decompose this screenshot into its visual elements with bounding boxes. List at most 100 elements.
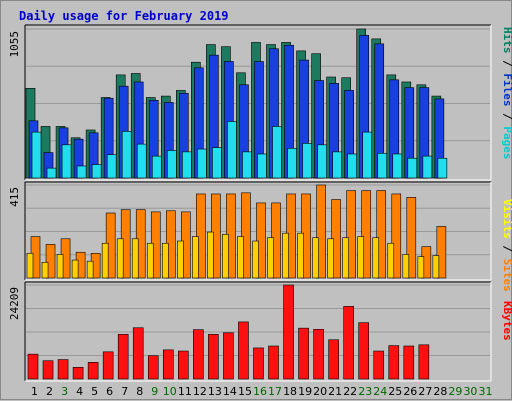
data-bar <box>436 226 447 279</box>
chart-title: Daily usage for February 2019 <box>19 9 229 23</box>
legend-entry: KBytes <box>501 301 512 341</box>
data-bar <box>256 202 266 279</box>
data-bar <box>102 351 114 380</box>
data-bar <box>387 242 395 279</box>
x-tick-label: 18 <box>283 385 297 398</box>
data-bar <box>222 234 229 279</box>
data-bar <box>253 347 264 380</box>
x-tick-label: 19 <box>298 385 312 398</box>
data-bar <box>31 131 42 179</box>
panel-1-ymax-label: 1055 <box>8 31 21 58</box>
data-bar <box>283 284 294 380</box>
data-bar <box>212 147 222 179</box>
data-bar <box>162 349 174 380</box>
legend-entry: Files <box>501 73 512 106</box>
x-tick-label: 24 <box>373 385 387 398</box>
x-tick-label: 17 <box>268 385 282 398</box>
legend-entry: / <box>501 107 512 127</box>
data-bar <box>57 359 69 380</box>
data-bar <box>76 165 87 179</box>
panel-3-ymax-label: 24209 <box>8 287 21 320</box>
data-bar <box>392 153 403 179</box>
data-bar <box>328 339 339 380</box>
data-bar <box>346 190 356 279</box>
data-bar <box>373 350 385 380</box>
data-bar <box>417 256 425 279</box>
x-tick-label: 11 <box>178 385 192 398</box>
data-bar <box>56 254 64 279</box>
x-tick-label: 23 <box>358 385 372 398</box>
data-bar <box>121 131 132 179</box>
data-bar <box>372 237 380 279</box>
x-tick-label: 4 <box>76 385 83 398</box>
x-tick-label: 9 <box>151 385 158 398</box>
data-bar <box>41 262 49 279</box>
data-bar <box>177 240 184 279</box>
data-bar <box>146 242 154 279</box>
data-bar <box>42 360 54 380</box>
data-bar <box>376 190 387 279</box>
data-bar <box>347 153 357 179</box>
data-bar <box>46 167 57 179</box>
data-bar <box>45 244 56 279</box>
data-bar <box>402 254 410 279</box>
data-bar <box>357 236 365 279</box>
data-bar <box>257 153 267 179</box>
data-bar <box>87 362 99 380</box>
data-bar <box>297 232 304 279</box>
data-bar <box>342 237 349 279</box>
data-bar <box>166 150 177 179</box>
x-tick-label: 15 <box>238 385 252 398</box>
legend-entry: Sites <box>501 259 512 292</box>
data-bar <box>151 155 162 179</box>
x-tick-label: 7 <box>121 385 128 398</box>
data-bar <box>302 143 312 179</box>
data-bar <box>267 237 274 279</box>
data-bar <box>418 344 430 380</box>
data-bar <box>238 321 249 380</box>
data-bar <box>117 334 129 380</box>
data-bar <box>298 327 309 380</box>
data-bar <box>192 236 199 279</box>
data-bar <box>101 242 109 279</box>
panel-2-legend: Visits / Sites <box>501 199 512 292</box>
data-bar <box>362 131 373 179</box>
data-bar <box>178 350 189 380</box>
data-bar <box>136 143 147 179</box>
data-bar <box>287 148 297 179</box>
data-bar <box>343 306 354 380</box>
data-bar <box>332 151 342 179</box>
data-bar <box>237 236 244 279</box>
data-bar <box>86 260 94 279</box>
data-bar <box>72 367 84 380</box>
x-tick-label: 25 <box>388 385 402 398</box>
x-tick-label: 14 <box>223 385 237 398</box>
data-bar <box>193 329 204 380</box>
x-tick-label: 29 <box>448 385 462 398</box>
x-tick-label: 28 <box>433 385 447 398</box>
data-bar <box>406 197 417 279</box>
data-bar <box>268 345 279 380</box>
legend-entry: Hits <box>501 27 512 54</box>
x-tick-label: 8 <box>136 385 143 398</box>
x-tick-label: 26 <box>403 385 417 398</box>
data-bar <box>282 232 289 279</box>
x-tick-label: 30 <box>463 385 477 398</box>
data-bar <box>227 121 237 179</box>
data-bar <box>106 154 117 179</box>
x-tick-label: 27 <box>418 385 432 398</box>
x-tick-label: 21 <box>328 385 342 398</box>
data-bar <box>71 259 79 279</box>
data-bar <box>182 151 192 179</box>
x-tick-label: 16 <box>253 385 267 398</box>
legend-entry: Pages <box>501 126 512 159</box>
data-bar <box>223 332 234 380</box>
data-bar <box>313 328 324 380</box>
x-tick-label: 13 <box>208 385 222 398</box>
data-bar <box>196 193 206 279</box>
data-bar <box>316 184 326 279</box>
data-bar <box>403 345 415 380</box>
data-bar <box>27 353 39 380</box>
x-tick-label: 1 <box>31 385 38 398</box>
data-bar <box>437 157 448 179</box>
